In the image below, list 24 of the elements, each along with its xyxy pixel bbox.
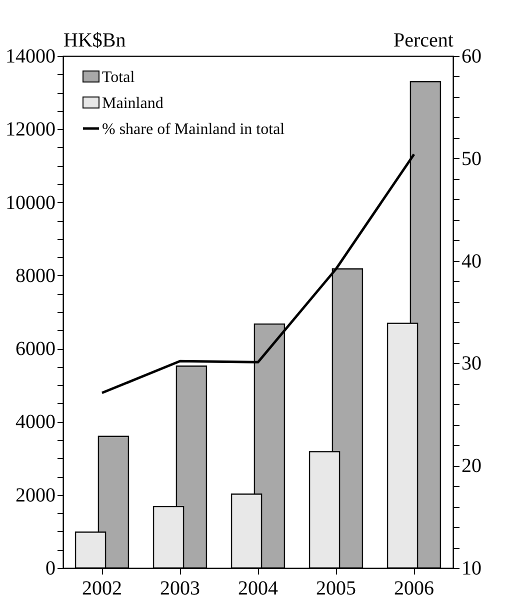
y-tick-label: 0	[46, 558, 56, 580]
y2-tick-label: 30	[462, 352, 482, 375]
y-tick-label: 4000	[16, 411, 56, 434]
y2-tick-label: 40	[462, 250, 482, 272]
y2-tick-label: 60	[462, 46, 482, 68]
x-tick-label: 2006	[394, 578, 434, 600]
x-tick-label: 2003	[160, 578, 200, 600]
x-tick-label: 2002	[82, 578, 122, 600]
y-tick-label: 12000	[6, 118, 56, 141]
y-tick-label: 6000	[16, 338, 56, 360]
x-tick-label: 2004	[238, 578, 278, 600]
y2-tick-label: 10	[462, 558, 482, 580]
legend-label: Mainland	[102, 95, 164, 112]
y-tick-label: 8000	[16, 264, 56, 287]
legend-label: % share of Mainland in total	[102, 121, 286, 138]
y2-axis-title: Percent	[394, 30, 454, 52]
y2-tick-label: 50	[462, 148, 482, 170]
y-tick-label: 14000	[6, 46, 56, 68]
y2-tick-label: 20	[462, 455, 482, 478]
y-tick-label: 2000	[16, 484, 56, 506]
y-tick-label: 10000	[6, 192, 56, 214]
y-axis-title: HK$Bn	[64, 30, 126, 52]
x-tick-label: 2005	[316, 578, 356, 600]
legend-label: Total	[102, 69, 136, 86]
